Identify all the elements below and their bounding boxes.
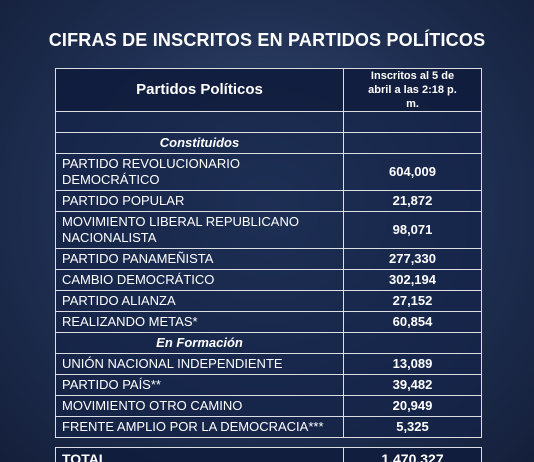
party-row: PARTIDO PANAMEÑISTA 277,330 [55, 249, 482, 270]
party-name: UNIÓN NACIONAL INDEPENDIENTE [56, 354, 344, 374]
party-name: PARTIDO PANAMEÑISTA [56, 249, 344, 269]
party-count: 60,854 [392, 314, 433, 329]
party-row: REALIZANDO METAS* 60,854 [55, 312, 482, 333]
party-name: FRENTE AMPLIO POR LA DEMOCRACIA*** [56, 417, 344, 437]
total-row: TOTAL 1,470,327 [55, 447, 482, 462]
party-name: PARTIDO PAÍS** [56, 375, 344, 395]
party-count: 604,009 [389, 164, 436, 179]
party-row: PARTIDO PAÍS** 39,482 [55, 375, 482, 396]
total-value: 1,470,327 [381, 451, 444, 462]
party-count: 20,949 [392, 398, 433, 413]
title: CIFRAS DE INSCRITOS EN PARTIDOS POLÍTICO… [48, 30, 486, 50]
empty-cell [56, 112, 344, 132]
empty-cell [344, 112, 481, 132]
party-name: MOVIMIENTO OTRO CAMINO [56, 396, 344, 416]
party-row: MOVIMIENTO LIBERAL REPUBLICANO NACIONALI… [55, 212, 482, 249]
section-row: Constituidos [55, 133, 482, 154]
party-count: 5,325 [396, 419, 429, 434]
party-count: 21,872 [392, 193, 433, 208]
empty-cell [344, 333, 481, 353]
party-row: FRENTE AMPLIO POR LA DEMOCRACIA*** 5,325 [55, 417, 482, 438]
party-row: CAMBIO DEMOCRÁTICO 302,194 [55, 270, 482, 291]
party-count: 13,089 [392, 356, 433, 371]
party-row: PARTIDO ALIANZA 27,152 [55, 291, 482, 312]
section-label: Constituidos [56, 133, 344, 153]
party-count: 302,194 [389, 272, 436, 287]
header-row: Partidos Políticos Inscritos al 5 de abri… [55, 68, 482, 112]
empty-cell [344, 133, 481, 153]
party-name: PARTIDO REVOLUCIONARIO DEMOCRÁTICO [56, 154, 344, 190]
party-row: UNIÓN NACIONAL INDEPENDIENTE 13,089 [55, 354, 482, 375]
header-cell: Partidos Políticos [56, 69, 344, 111]
party-count: 27,152 [392, 293, 433, 308]
total-label: TOTAL [56, 448, 344, 462]
section-row: En Formación [55, 333, 482, 354]
party-count: 39,482 [392, 377, 433, 392]
party-count: 277,330 [389, 251, 436, 266]
party-name: PARTIDO POPULAR [56, 191, 344, 211]
table: Partidos Políticos Inscritos al 5 de abri… [55, 68, 482, 462]
party-row: PARTIDO REVOLUCIONARIO DEMOCRÁTICO 604,00… [55, 154, 482, 191]
header-cell: Inscritos al 5 de abril a las 2:18 p. m. [368, 70, 457, 110]
party-name: REALIZANDO METAS* [56, 312, 344, 332]
party-name: MOVIMIENTO LIBERAL REPUBLICANO NACIONALI… [56, 212, 344, 248]
party-name: CAMBIO DEMOCRÁTICO [56, 270, 344, 290]
party-row: PARTIDO POPULAR 21,872 [55, 191, 482, 212]
party-row: MOVIMIENTO OTRO CAMINO 20,949 [55, 396, 482, 417]
section-label: En Formación [56, 333, 344, 353]
blank-row [55, 112, 482, 133]
party-name: PARTIDO ALIANZA [56, 291, 344, 311]
party-count: 98,071 [392, 222, 433, 237]
